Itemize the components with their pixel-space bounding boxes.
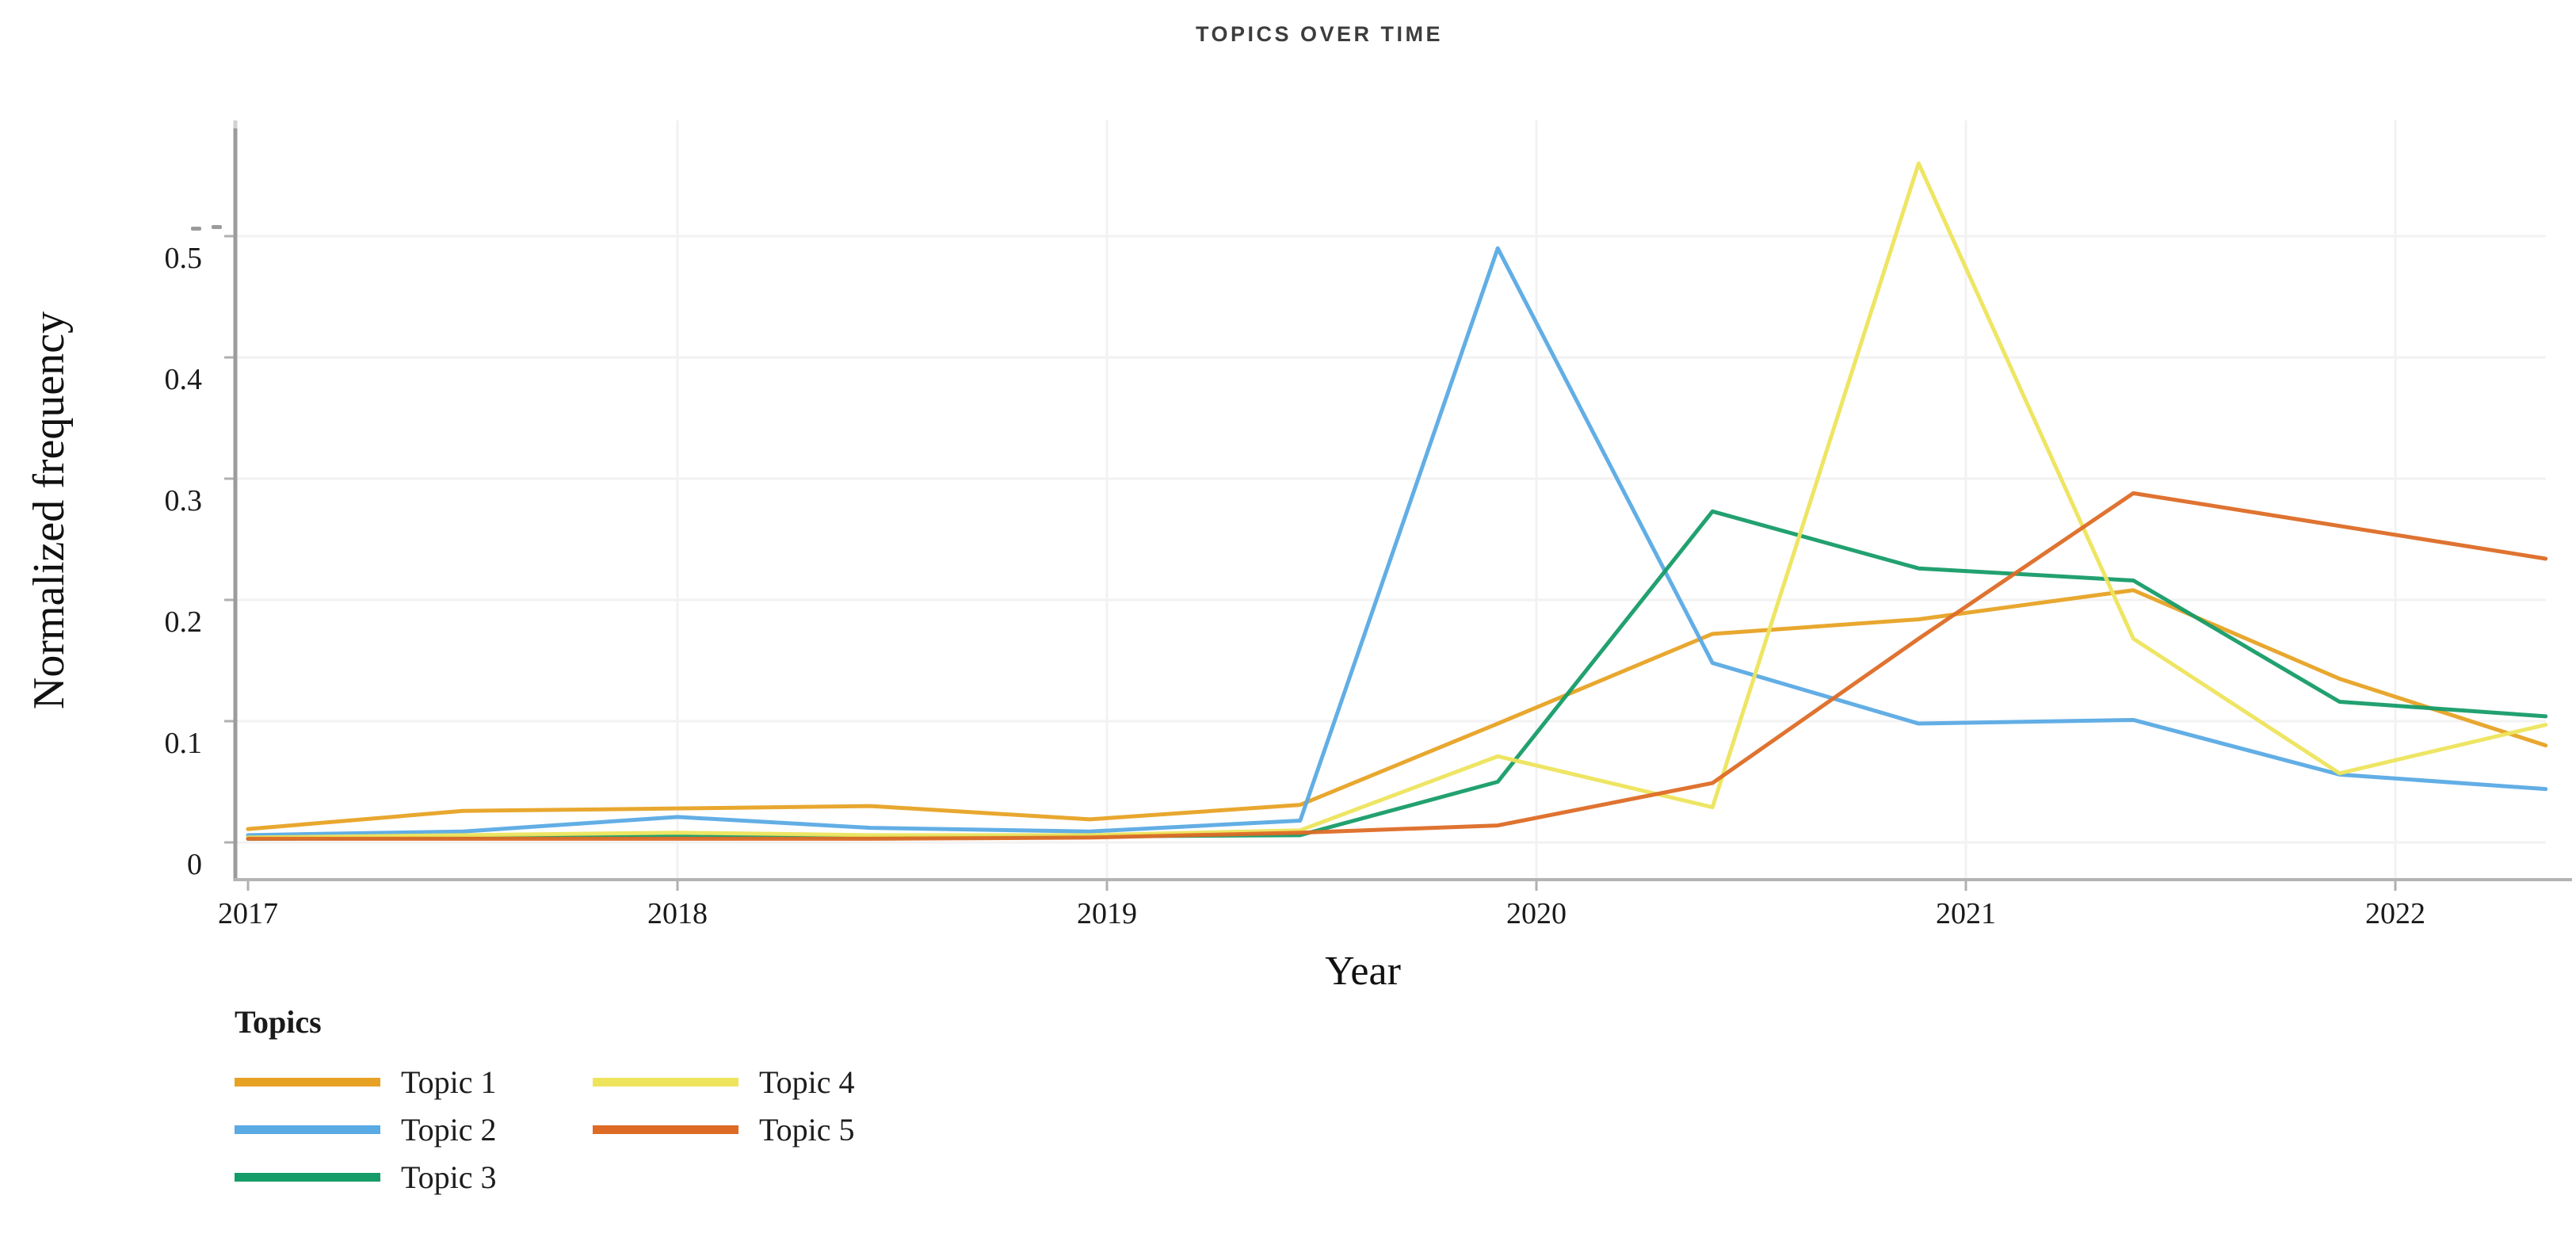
y-tick-label: 0.3: [165, 484, 203, 517]
y-tick-label: 0.2: [165, 605, 203, 639]
series-line-topic-1: [246, 588, 2548, 831]
stray-dash-mark: [191, 227, 201, 231]
series-line-topic-2: [246, 246, 2548, 838]
legend-swatch: [235, 1125, 380, 1134]
legend-title: Topics: [235, 1004, 322, 1040]
x-tick-label: 2018: [647, 897, 708, 930]
legend: Topics Topic 1 Topic 4 Topic 2 Topic 5 Topic…: [235, 1003, 951, 1201]
legend-item: Topic 1: [235, 1058, 593, 1106]
legend-grid: Topic 1 Topic 4 Topic 2 Topic 5 Topic 3: [235, 1058, 951, 1201]
legend-item: Topic 2: [235, 1106, 593, 1153]
legend-swatch: [593, 1125, 738, 1134]
legend-label: Topic 1: [401, 1064, 497, 1100]
legend-label: Topic 2: [401, 1111, 497, 1148]
series-line-topic-4: [246, 161, 2548, 840]
y-tick-label: 0: [187, 848, 202, 881]
legend-label: Topic 4: [759, 1064, 855, 1100]
legend-item: Topic 4: [593, 1058, 951, 1106]
legend-swatch: [235, 1077, 380, 1087]
y-tick-label: 0.5: [165, 242, 203, 275]
x-tick-label: 2022: [2365, 897, 2425, 930]
legend-swatch: [235, 1172, 380, 1182]
legend-swatch: [593, 1077, 738, 1087]
chart-title: TOPICS OVER TIME: [1195, 22, 1444, 46]
x-tick-label: 2021: [1936, 897, 1996, 930]
y-tick-label: 0.1: [165, 727, 203, 760]
x-tick-label: 2020: [1506, 897, 1567, 930]
legend-label: Topic 3: [401, 1159, 497, 1195]
series-line-topic-3: [246, 509, 2548, 841]
stray-dash-mark: [212, 225, 222, 229]
series-line-topic-5: [246, 491, 2548, 841]
y-tick-label: 0.4: [165, 363, 203, 396]
x-axis-title: Year: [1325, 949, 1401, 994]
x-tick-label: 2019: [1077, 897, 1137, 930]
legend-label: Topic 5: [759, 1111, 855, 1148]
x-tick-label: 2017: [218, 897, 278, 930]
legend-item: Topic 3: [235, 1153, 593, 1201]
legend-item: Topic 5: [593, 1106, 951, 1153]
